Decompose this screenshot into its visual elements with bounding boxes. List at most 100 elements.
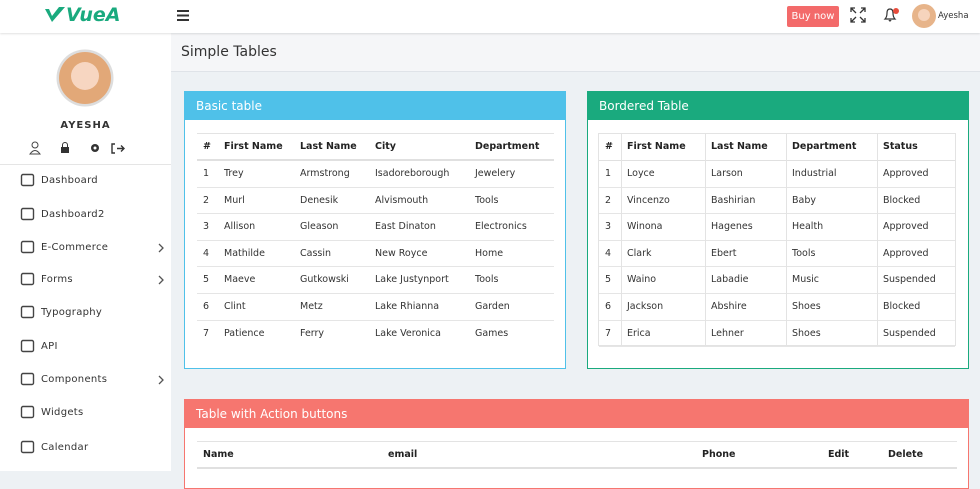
table-cell: 6	[605, 301, 612, 312]
column-header: Edit	[828, 449, 850, 460]
column-header: First Name	[224, 141, 283, 152]
notification-icon[interactable]	[882, 7, 900, 23]
table-cell: Jackson	[627, 301, 664, 312]
table-row: 2 Murl Denesik Alvismouth Tools	[197, 188, 554, 215]
menu-label: Calendar	[41, 442, 89, 453]
table-cell: Electronics	[475, 221, 527, 233]
profile-actions[interactable]	[28, 141, 128, 155]
menu-icon	[20, 339, 35, 353]
table-cell: Clint	[224, 301, 246, 312]
table-cell: Baby	[792, 194, 816, 206]
column-header: First Name	[627, 141, 686, 152]
table-row: 1 Loyce Larson Industrial Approved	[599, 161, 955, 188]
menu-item[interactable]: Dashboard	[0, 169, 171, 193]
column-header: Last Name	[300, 141, 357, 152]
table-cell: 2	[203, 194, 210, 206]
table-cell: 5	[605, 274, 612, 286]
column-header: Status	[883, 141, 918, 152]
table-cell: Ebert	[711, 247, 737, 259]
action-table-card: Table with Action buttons Name email Phone…	[184, 399, 969, 489]
menu-item[interactable]: Typography	[0, 301, 171, 325]
menu-label: E-Commerce	[41, 242, 109, 253]
table-cell: 6	[203, 301, 210, 312]
table-cell: Suspended	[883, 327, 936, 339]
table-cell: Shoes	[792, 327, 821, 339]
table-cell: New Royce	[375, 247, 428, 259]
card-header: Table with Action buttons	[185, 400, 968, 428]
table-cell: 3	[203, 221, 210, 233]
table-cell: 1	[203, 168, 210, 179]
table-cell: Bashirian	[711, 194, 756, 206]
table-cell: Tools	[475, 274, 499, 286]
column-header: City	[375, 141, 396, 152]
table: # First Name Last Name Department Status 1 Loy…	[598, 133, 956, 348]
table-cell: Mathilde	[224, 247, 265, 259]
table-cell: Industrial	[792, 168, 837, 179]
menu-label: Widgets	[41, 407, 84, 418]
table-cell: Health	[792, 221, 824, 233]
table-cell: Hagenes	[711, 221, 753, 233]
table-cell: Home	[475, 247, 504, 259]
column-border	[705, 134, 706, 346]
submenu-chevron	[158, 375, 164, 385]
user-name[interactable]: Ayesha	[938, 11, 969, 21]
column-header: Last Name	[711, 141, 768, 152]
table: # First Name Last Name City Department 1 Trey A…	[197, 133, 554, 346]
table-cell: Isadoreborough	[375, 168, 450, 179]
column-header: #	[605, 141, 613, 152]
menu-icon	[20, 405, 35, 419]
table-cell: 7	[203, 327, 210, 339]
table-row: 6 Jackson Abshire Shoes Blocked	[599, 294, 955, 321]
table-row: 4 Clark Ebert Tools Approved	[599, 241, 955, 268]
table-cell: Patience	[224, 327, 265, 339]
table-cell: Approved	[883, 247, 929, 259]
buy-now-button[interactable]: Buy now	[787, 6, 839, 27]
table-cell: Clark	[627, 247, 652, 259]
menu-item[interactable]: Forms	[0, 268, 171, 292]
table-cell: Shoes	[792, 301, 821, 312]
table-row: 3 Allison Gleason East Dinaton Electronics	[197, 214, 554, 241]
table-cell: 4	[605, 247, 612, 259]
column-header: Name	[203, 449, 234, 460]
menu-item[interactable]: API	[0, 335, 171, 359]
column-border	[786, 134, 787, 346]
table-cell: Garden	[475, 301, 510, 312]
header: VueA Buy now Ayesha	[0, 0, 980, 33]
table-cell: Armstrong	[300, 168, 350, 179]
submenu-chevron	[158, 275, 164, 285]
table-cell: Gleason	[300, 221, 339, 233]
logo: VueA	[66, 4, 121, 26]
table-cell: Metz	[300, 301, 323, 312]
menu-item[interactable]: Dashboard2	[0, 203, 171, 227]
table-cell: Games	[475, 327, 509, 339]
table-cell: Tools	[792, 247, 816, 259]
table-row: 7 Erica Lehner Shoes Suspended	[599, 321, 955, 348]
bordered-table-card: Bordered Table # First Name Last Name Depar…	[587, 91, 969, 369]
column-header: email	[388, 449, 418, 460]
menu-item[interactable]: E-Commerce	[0, 236, 171, 260]
menu-icon	[20, 240, 35, 254]
menu-item[interactable]: Widgets	[0, 401, 171, 425]
menu-toggle[interactable]	[177, 10, 189, 21]
basic-table-card: Basic table # First Name Last Name City Depa…	[184, 91, 566, 369]
table-cell: 4	[203, 247, 210, 259]
logo-icon	[45, 7, 65, 22]
column-border	[621, 134, 622, 346]
menu-label: Dashboard	[41, 175, 98, 186]
user-avatar[interactable]	[912, 4, 936, 28]
menu-icon	[20, 173, 35, 187]
table-cell: Winona	[627, 221, 663, 233]
table-cell: Murl	[224, 194, 245, 206]
menu-item[interactable]: Components	[0, 368, 171, 392]
menu-label: API	[41, 341, 58, 352]
fullscreen-icon[interactable]	[850, 7, 866, 23]
table-cell: Maeve	[224, 274, 256, 286]
table-row: 3 Winona Hagenes Health Approved	[599, 214, 955, 241]
table-cell: Erica	[627, 327, 651, 339]
table-cell: Denesik	[300, 194, 339, 206]
table-header-row: Name email Phone Edit Delete	[197, 442, 957, 469]
menu-icon	[20, 272, 35, 286]
table-cell: Blocked	[883, 301, 921, 312]
menu-item[interactable]: Calendar	[0, 436, 171, 460]
